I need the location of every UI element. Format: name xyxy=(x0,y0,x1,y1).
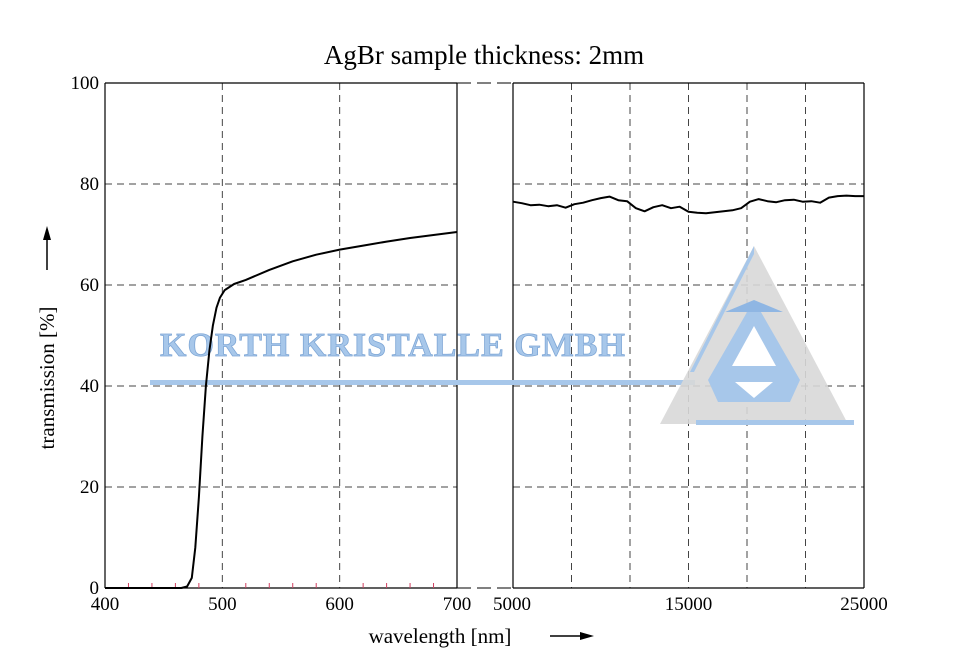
korth-logo-icon xyxy=(660,246,854,425)
watermark: KORTH KRISTALLE GMBH xyxy=(150,246,854,425)
y-tick-label: 20 xyxy=(80,477,99,498)
series-line-visible xyxy=(105,231,458,589)
watermark-text: KORTH KRISTALLE GMBH xyxy=(160,327,626,364)
x-tick-label: 500 xyxy=(208,594,237,615)
x-tick-label: 700 xyxy=(443,594,472,615)
y-tick-label: 60 xyxy=(80,275,99,296)
x-tick-label: 5000 xyxy=(493,594,531,615)
y-tick-label: 40 xyxy=(80,376,99,397)
series-layer xyxy=(105,194,864,589)
y-axis-arrow-icon xyxy=(43,226,51,270)
x-tick-label: 25000 xyxy=(840,594,888,615)
y-tick-label: 100 xyxy=(71,73,100,94)
y-tick-label: 0 xyxy=(90,578,100,599)
x-tick-label: 400 xyxy=(91,594,120,615)
watermark-underline xyxy=(150,380,695,385)
x-tick-label: 15000 xyxy=(665,594,713,615)
x-axis-title: wavelength [nm] xyxy=(369,624,512,648)
y-tick-label: 80 xyxy=(80,174,99,195)
chart-title: AgBr sample thickness: 2mm xyxy=(324,40,644,70)
x-axis-arrow-icon xyxy=(550,632,594,640)
y-axis-title: transmission [%] xyxy=(35,307,59,450)
series-line-infrared xyxy=(512,194,864,215)
tick-labels: 400 500 600 700 5000 15000 25000 0 20 40 60 80 100 xyxy=(71,73,888,615)
x-tick-label: 600 xyxy=(325,594,354,615)
